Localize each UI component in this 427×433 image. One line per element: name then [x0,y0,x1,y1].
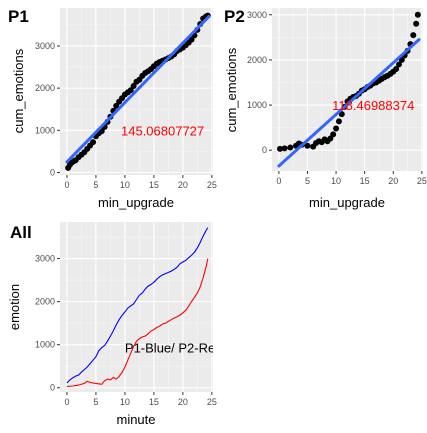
y-axis-title: cum_emotions [11,48,26,133]
plot-background [60,222,213,392]
scatter-point [277,145,284,152]
axis-ticks: 0 5 10 15 20 25 0 1000 2000 3000 [247,10,427,186]
x-tick-label: 5 [93,397,98,407]
panel-tag: P1 [8,7,29,26]
y-axis-title: cum_emotions [224,47,239,132]
scatter-point [333,125,340,132]
y-tick-label: 1000 [35,340,55,350]
y-tick-label: 3000 [35,254,55,264]
x-tick-label: 20 [388,176,398,186]
x-axis-title: min_upgrade [309,195,385,210]
x-tick-label: 20 [178,180,188,190]
x-tick-label: 25 [417,176,427,186]
x-tick-label: 20 [178,397,188,407]
y-tick-label: 1000 [247,100,267,110]
y-axis-title: emotion [7,284,22,330]
scatter-point [395,61,402,68]
x-tick-label: 0 [64,180,69,190]
scatter-point [287,144,294,151]
regression-line [277,38,421,168]
x-axis-title: minute [116,412,155,427]
x-axis-title: min_upgrade [98,195,174,210]
minor-grid [272,8,423,171]
x-tick-label: 10 [331,176,341,186]
x-tick-label: 5 [305,176,310,186]
scatter-point [130,83,137,90]
scatter-point [281,145,288,152]
scatter-point [414,11,421,18]
y-tick-label: 3000 [247,10,267,20]
annotation-text: P1-Blue/ P2-Red [125,341,223,356]
scatter-point [335,118,342,125]
x-tick-label: 15 [149,180,159,190]
y-tick-label: 0 [262,145,267,155]
scatter-point [410,32,417,39]
x-tick-label: 0 [64,397,69,407]
scatter-point [330,131,337,138]
regression-line [65,14,211,164]
series-line-1 [66,227,209,384]
minor-grid [60,8,213,175]
x-tick-label: 5 [93,180,98,190]
scatter-point [304,142,311,149]
annotation-text: 118.46988374 [332,98,414,113]
scatter-point [188,36,195,43]
y-tick-label: 2000 [247,55,267,65]
scatter-point [113,102,120,109]
scatter-points [65,12,211,171]
x-tick-label: 25 [207,397,217,407]
scatter-point [413,20,420,27]
axis-ticks: 0 5 10 15 20 25 0 1000 2000 3000 [35,254,217,407]
axis-ticks: 0 5 10 15 20 25 0 1000 2000 3000 [35,41,217,190]
y-tick-label: 2000 [35,297,55,307]
panel-tag: All [10,223,32,242]
annotation-text: 145.06807727 [121,123,204,138]
series-line-2 [66,258,209,387]
panel-tag: P2 [224,7,245,26]
x-tick-label: 10 [120,397,130,407]
minor-grid [60,222,213,392]
scatter-point [127,87,134,94]
series-lines [66,227,209,387]
y-tick-label: 2000 [35,83,55,93]
y-tick-label: 1000 [35,125,55,135]
scatter-point [393,65,400,72]
y-tick-label: 0 [50,383,55,393]
scatter-point [90,139,97,146]
x-tick-label: 15 [149,397,159,407]
panel-all: P1-Blue/ P2-Red 0 5 10 15 20 250100020003000 … [7,222,223,427]
x-tick-label: 0 [276,176,281,186]
y-tick-label: 3000 [35,41,55,51]
x-tick-label: 25 [207,180,217,190]
x-tick-label: 15 [360,176,370,186]
x-tick-label: 10 [120,180,130,190]
y-tick-label: 0 [50,167,55,177]
